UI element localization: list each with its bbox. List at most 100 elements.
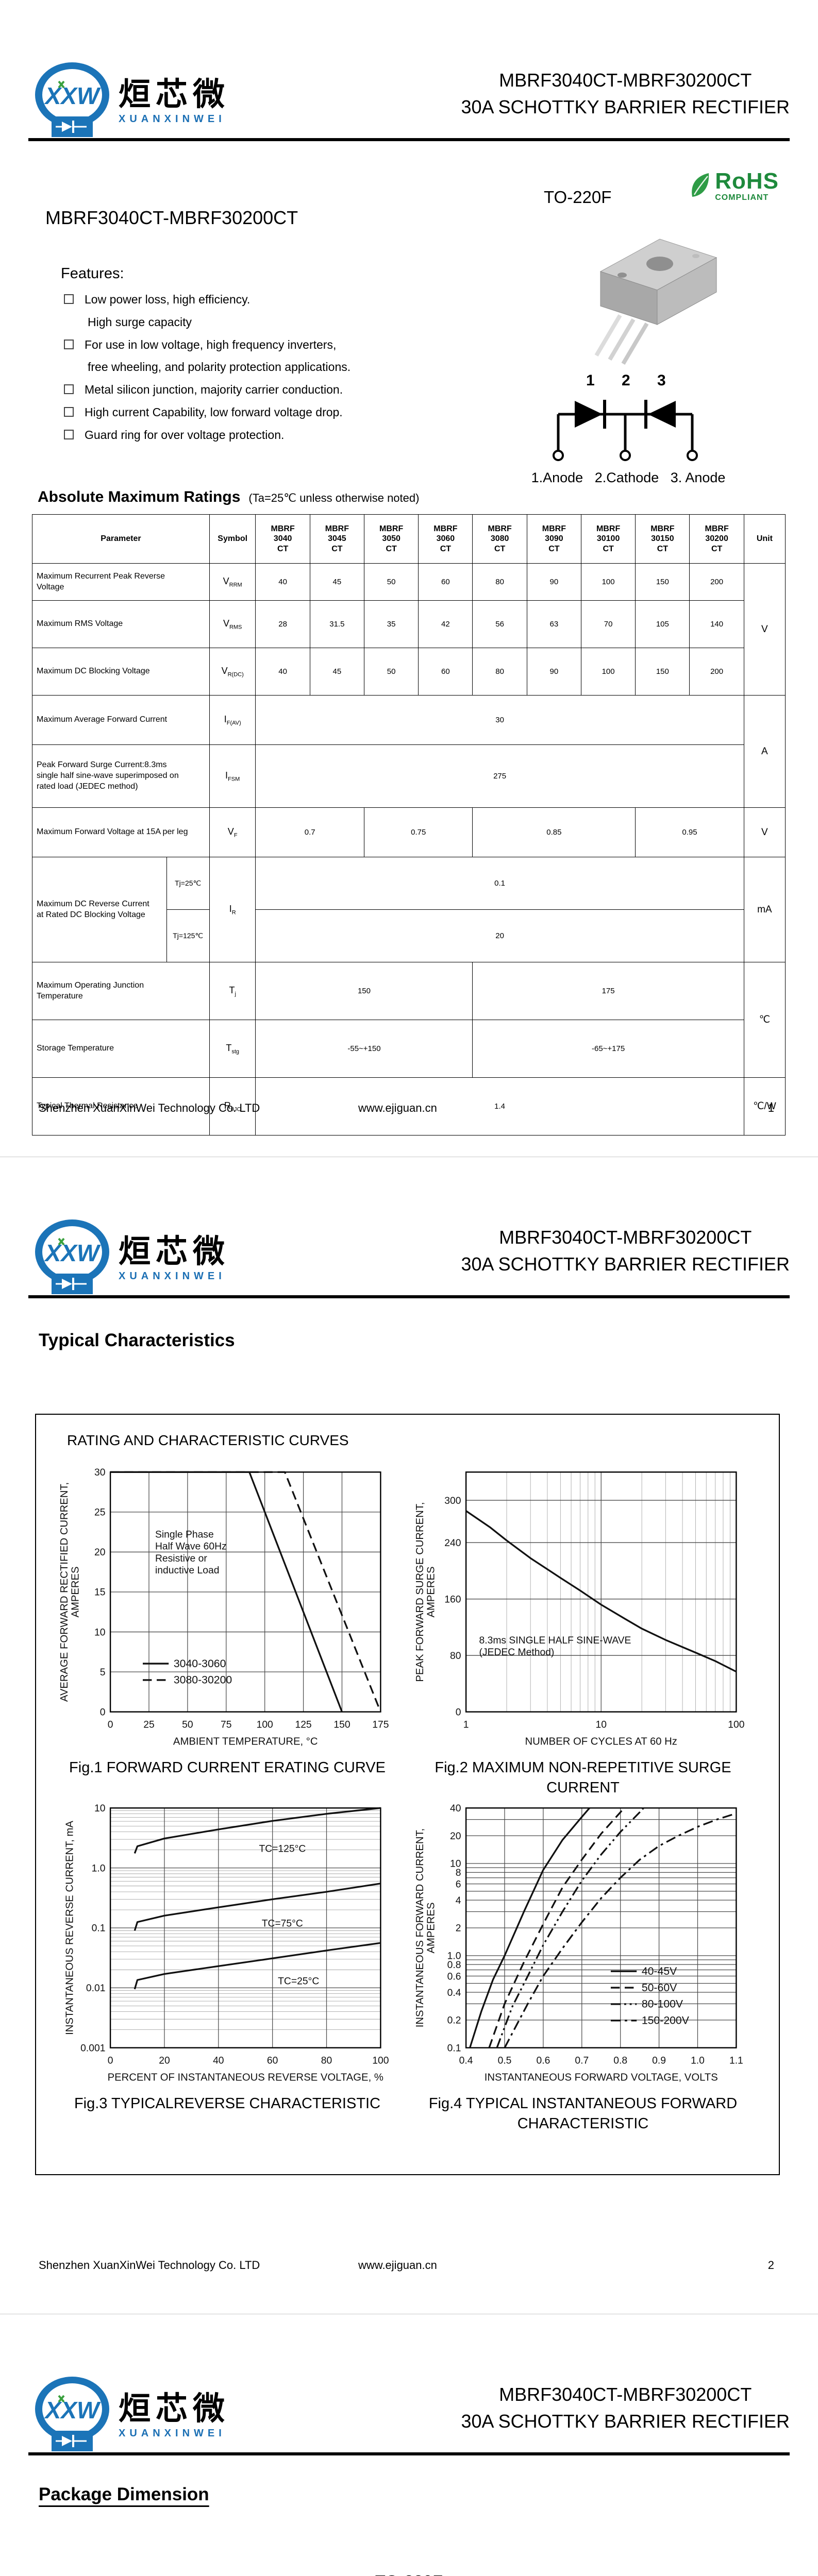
absolute-maximum-ratings-table: Parameter Symbol MBRF 3040 CT MBRF 3045 …: [32, 514, 786, 1136]
svg-text:100: 100: [257, 1720, 273, 1731]
svg-text:1.0: 1.0: [447, 1951, 461, 1962]
svg-text:150: 150: [333, 1720, 350, 1731]
page-number: 1: [767, 1101, 774, 1114]
svg-text:XXW: XXW: [44, 2397, 101, 2424]
svg-text:0.2: 0.2: [447, 2015, 461, 2026]
fig2-surge-chart: 1 10 100 0 80 160 240 300 8.3ms SINGLE HALF SINE…: [415, 1471, 744, 1747]
svg-text:5: 5: [100, 1667, 106, 1678]
svg-text:25: 25: [94, 1507, 105, 1518]
logo-mark-icon: XXW: [35, 2377, 109, 2451]
col-unit: Unit: [743, 514, 786, 564]
page-header: XXW 烜芯微 XUANXINWEI MBRF3040CT-MBRF30200C…: [32, 1218, 790, 1299]
fig1-derating-chart: 0 25 50 75 100 125 150 175 0 5 10 15 20 25 30 Single Ph…: [60, 1467, 389, 1747]
fig4-forward-chart: 0.4 0.5 0.6 0.7 0.8 0.9 1.0 1.10.10.20.40.60.81…: [415, 1803, 743, 2083]
svg-text:0: 0: [108, 1720, 113, 1731]
table-row: Peak Forward Surge Current:8.3ms single …: [32, 744, 786, 808]
figure-2: 1 10 100 0 80 160 240 300 8.3ms SINGLE HALF SINE…: [405, 1462, 761, 1798]
svg-text:10: 10: [596, 1720, 607, 1731]
table-row: Maximum RMS Voltage VRMS 28 31.5 35 42 56 63 7…: [32, 600, 786, 648]
svg-text:PEAK FORWARD SURGE CURRENT,AMP: PEAK FORWARD SURGE CURRENT,AMPERES: [415, 1502, 437, 1682]
logo-english-name: XUANXINWEI: [119, 1270, 226, 1282]
svg-text:PERCENT OF INSTANTANEOUS REVER: PERCENT OF INSTANTANEOUS REVERSE VOLTAGE…: [108, 2072, 383, 2083]
fig2-caption: Fig.2 MAXIMUM NON-REPETITIVE SURGE CURRE…: [435, 1759, 731, 1797]
figure-4: 0.4 0.5 0.6 0.7 0.8 0.9 1.0 1.1 0.1 0.2 0.4 0.6 0.8 1…: [405, 1798, 761, 2134]
package-dimension-heading: Package Dimension: [39, 2484, 209, 2504]
col-model: MBRF 30200 CT: [689, 514, 744, 564]
footer-company: Shenzhen XuanXinWei Technology Co. LTD: [39, 1101, 260, 1114]
symbol: VRMS: [209, 600, 256, 648]
svg-text:75: 75: [221, 1720, 231, 1731]
ratings-heading: Absolute Maximum Ratings (Ta=25℃ unless o…: [38, 488, 419, 506]
part-range-title: MBRF3040CT-MBRF30200CT: [499, 1227, 752, 1248]
fig1-caption: Fig.1 FORWARD CURRENT ERATING CURVE: [69, 1759, 386, 1776]
package-name: TO-220F: [544, 188, 612, 207]
page-number: 2: [767, 2259, 774, 2272]
svg-text:3080-30200: 3080-30200: [174, 1674, 232, 1686]
svg-text:NUMBER OF CYCLES AT 60 Hz: NUMBER OF CYCLES AT 60 Hz: [525, 1736, 677, 1747]
svg-text:0.5: 0.5: [498, 2056, 512, 2066]
svg-text:20: 20: [94, 1547, 105, 1558]
svg-text:10: 10: [94, 1627, 105, 1638]
pinout-legend: 1.Anode 2.Cathode 3. Anode: [531, 470, 726, 485]
page-1: XXW 烜芯微 XUANXINWEI MBRF3040CT-MBRF30200C…: [0, 0, 818, 1157]
subtitle: 30A SCHOTTKY BARRIER RECTIFIER: [461, 1253, 790, 1275]
svg-text:0.01: 0.01: [86, 1983, 106, 1994]
features-list: Low power loss, high efficiency. High su…: [64, 292, 404, 450]
svg-text:3040-3060: 3040-3060: [174, 1657, 226, 1670]
footer-website: www.ejiguan.cn: [358, 1101, 437, 1114]
table-header-row: Parameter Symbol MBRF 3040 CT MBRF 3045 …: [32, 514, 786, 564]
logo-chinese-name: 烜芯微: [119, 76, 230, 112]
svg-text:TC=75°C: TC=75°C: [262, 1919, 303, 1929]
svg-text:25: 25: [143, 1720, 154, 1731]
rohs-title: RoHS: [715, 168, 779, 194]
table-row: Tj=125℃ 20: [32, 909, 786, 962]
leaf-icon: [692, 173, 709, 197]
svg-text:0.9: 0.9: [652, 2056, 666, 2066]
feature-item: High current Capability, low forward vol…: [64, 405, 404, 420]
svg-text:100: 100: [372, 2056, 389, 2066]
feature-item: free wheeling, and polarity protection a…: [88, 360, 351, 374]
svg-text:8: 8: [456, 1868, 461, 1878]
svg-text:80-100V: 80-100V: [642, 1998, 683, 2010]
svg-text:125: 125: [295, 1720, 311, 1731]
subtitle: 30A SCHOTTKY BARRIER RECTIFIER: [461, 2411, 790, 2432]
logo-mark-icon: XXW: [35, 62, 109, 137]
figure-1: 0 25 50 75 100 125 150 175 0 5 10 15 20 25 30 Single Ph…: [49, 1462, 405, 1798]
table-row: Maximum Recurrent Peak Reverse Voltage V…: [32, 563, 786, 696]
svg-text:0.1: 0.1: [92, 1923, 106, 1934]
curves-box: RATING AND CHARACTERISTIC CURVES 0 25 50 75…: [35, 1414, 780, 2175]
page-3: XXW 烜芯微 XUANXINWEI MBRF3040CT-MBRF30200C…: [0, 2314, 818, 2576]
fig4-caption: Fig.4 TYPICAL INSTANTANEOUS FORWARD CHAR…: [428, 2095, 738, 2132]
ratings-condition: (Ta=25℃ unless otherwise noted): [248, 492, 420, 504]
svg-text:100: 100: [728, 1720, 744, 1731]
pin-numbers: 1 2 3: [586, 372, 677, 389]
header-divider: [28, 1295, 790, 1298]
company-logo: XXW 烜芯微 XUANXINWEI: [32, 2375, 230, 2456]
logo-english-name: XUANXINWEI: [119, 2428, 226, 2439]
svg-text:1.0: 1.0: [691, 2056, 705, 2066]
svg-text:6: 6: [456, 1879, 461, 1890]
figure-grid: 0 25 50 75 100 125 150 175 0 5 10 15 20 25 30 Single Ph…: [49, 1462, 770, 2134]
company-logo: XXW 烜芯微 XUANXINWEI: [32, 61, 230, 142]
svg-text:20: 20: [159, 2056, 170, 2066]
svg-text:INSTANTANEOUS FORWARD VOLTAGE,: INSTANTANEOUS FORWARD VOLTAGE, VOLTS: [485, 2072, 718, 2083]
svg-text:50: 50: [182, 1720, 193, 1731]
symbol: RθJC: [209, 1077, 256, 1136]
svg-text:INSTANTANEOUS REVERSE CURRENT,: INSTANTANEOUS REVERSE CURRENT, mA: [64, 1821, 76, 2035]
svg-text:0.6: 0.6: [447, 1972, 461, 1982]
svg-text:AVERAGE FORWARD RECTIFIED CURR: AVERAGE FORWARD RECTIFIED CURRENT,AMPERE…: [60, 1482, 81, 1702]
symbol: VR(DC): [209, 648, 256, 696]
fig3-caption: Fig.3 TYPICALREVERSE CHARACTERISTIC: [74, 2095, 381, 2112]
col-model: MBRF 3080 CT: [472, 514, 527, 564]
rohs-badge: RoHS COMPLIANT: [689, 170, 779, 202]
page1-part-title: MBRF3040CT-MBRF30200CT: [45, 207, 298, 228]
col-model: MBRF 3040 CT: [255, 514, 310, 564]
svg-text:40: 40: [450, 1803, 461, 1814]
symbol: IR: [209, 857, 256, 962]
svg-text:80: 80: [321, 2056, 332, 2066]
svg-text:10: 10: [450, 1859, 461, 1870]
svg-text:2: 2: [456, 1923, 461, 1934]
svg-text:20: 20: [450, 1831, 461, 1842]
table-row: Storage Temperature Tstg -55~+150 -65~+1…: [32, 1020, 786, 1078]
